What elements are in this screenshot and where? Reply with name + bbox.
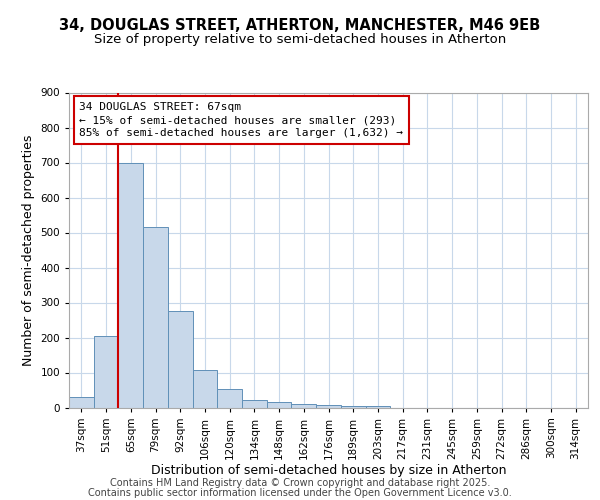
Bar [143, 227, 168, 408]
Bar [267, 402, 292, 407]
Bar [217, 389, 242, 407]
Text: Contains public sector information licensed under the Open Government Licence v3: Contains public sector information licen… [88, 488, 512, 498]
Bar [242, 400, 267, 407]
Bar [316, 404, 341, 407]
X-axis label: Distribution of semi-detached houses by size in Atherton: Distribution of semi-detached houses by … [151, 464, 506, 477]
Bar [365, 406, 390, 408]
Text: 34, DOUGLAS STREET, ATHERTON, MANCHESTER, M46 9EB: 34, DOUGLAS STREET, ATHERTON, MANCHESTER… [59, 18, 541, 32]
Bar [341, 406, 365, 407]
Bar [118, 162, 143, 408]
Bar [292, 404, 316, 407]
Bar [193, 370, 217, 408]
Text: Contains HM Land Registry data © Crown copyright and database right 2025.: Contains HM Land Registry data © Crown c… [110, 478, 490, 488]
Y-axis label: Number of semi-detached properties: Number of semi-detached properties [22, 134, 35, 366]
Bar [94, 336, 118, 407]
Bar [69, 397, 94, 407]
Text: 34 DOUGLAS STREET: 67sqm
← 15% of semi-detached houses are smaller (293)
85% of : 34 DOUGLAS STREET: 67sqm ← 15% of semi-d… [79, 102, 403, 139]
Text: Size of property relative to semi-detached houses in Atherton: Size of property relative to semi-detach… [94, 32, 506, 46]
Bar [168, 311, 193, 408]
